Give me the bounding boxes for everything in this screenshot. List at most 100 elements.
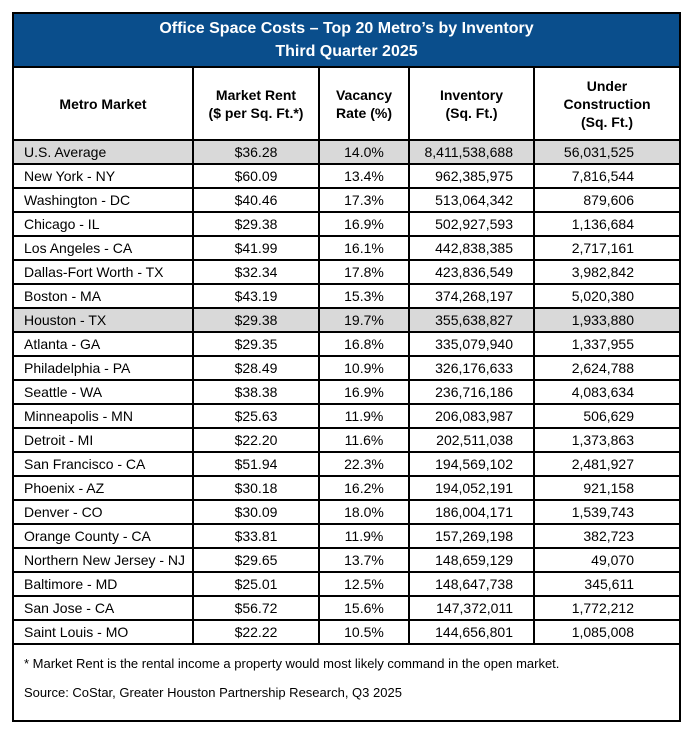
cell-vacancy: 16.2% [318, 475, 410, 501]
column-header-row: Metro Market Market Rent ($ per Sq. Ft.*… [12, 66, 681, 141]
table-subtitle: Third Quarter 2025 [275, 43, 418, 60]
cell-rent: $29.65 [192, 547, 320, 573]
cell-inventory: 157,269,198 [408, 523, 535, 549]
footnote-block: * Market Rent is the rental income a pro… [12, 643, 681, 722]
cell-construction: 1,373,863 [533, 427, 681, 453]
cell-vacancy: 14.0% [318, 139, 410, 165]
cell-construction: 7,816,544 [533, 163, 681, 189]
column-header-vacancy-rate: Vacancy Rate (%) [318, 66, 410, 141]
cell-rent: $25.63 [192, 403, 320, 429]
cell-rent: $40.46 [192, 187, 320, 213]
table-row: Houston - TX $29.38 19.7% 355,638,827 1,933,… [12, 307, 681, 333]
cell-inventory: 355,638,827 [408, 307, 535, 333]
cell-construction: 2,717,161 [533, 235, 681, 261]
table-row: Detroit - MI $22.20 11.6% 202,511,038 1,373,… [12, 427, 681, 453]
cell-vacancy: 18.0% [318, 499, 410, 525]
table-row: San Francisco - CA $51.94 22.3% 194,569,102… [12, 451, 681, 477]
cell-vacancy: 10.9% [318, 355, 410, 381]
cell-construction: 56,031,525 [533, 139, 681, 165]
cell-construction: 382,723 [533, 523, 681, 549]
cell-construction: 1,136,684 [533, 211, 681, 237]
cell-rent: $28.49 [192, 355, 320, 381]
cell-inventory: 144,656,801 [408, 619, 535, 645]
cell-rent: $41.99 [192, 235, 320, 261]
table-row: Phoenix - AZ $30.18 16.2% 194,052,191 921,15… [12, 475, 681, 501]
cell-market: Saint Louis - MO [12, 619, 194, 645]
cell-rent: $43.19 [192, 283, 320, 309]
table-row: Boston - MA $43.19 15.3% 374,268,197 5,020,3… [12, 283, 681, 309]
cell-construction: 5,020,380 [533, 283, 681, 309]
table-row: Baltimore - MD $25.01 12.5% 148,647,738 345,… [12, 571, 681, 597]
cell-market: Washington - DC [12, 187, 194, 213]
cell-inventory: 186,004,171 [408, 499, 535, 525]
cell-vacancy: 16.9% [318, 379, 410, 405]
cell-inventory: 335,079,940 [408, 331, 535, 357]
cell-vacancy: 12.5% [318, 571, 410, 597]
column-header-market-rent: Market Rent ($ per Sq. Ft.*) [192, 66, 320, 141]
cell-market: Baltimore - MD [12, 571, 194, 597]
cell-inventory: 374,268,197 [408, 283, 535, 309]
table-row: Saint Louis - MO $22.22 10.5% 144,656,801 1,… [12, 619, 681, 645]
cell-market: Chicago - IL [12, 211, 194, 237]
cell-market: Houston - TX [12, 307, 194, 333]
cell-inventory: 326,176,633 [408, 355, 535, 381]
table-row: Atlanta - GA $29.35 16.8% 335,079,940 1,337,… [12, 331, 681, 357]
cell-rent: $60.09 [192, 163, 320, 189]
cell-construction: 1,539,743 [533, 499, 681, 525]
cell-market: Philadelphia - PA [12, 355, 194, 381]
cell-construction: 2,481,927 [533, 451, 681, 477]
cell-rent: $29.38 [192, 307, 320, 333]
cell-construction: 3,982,842 [533, 259, 681, 285]
cell-market: Minneapolis - MN [12, 403, 194, 429]
cell-inventory: 502,927,593 [408, 211, 535, 237]
cell-vacancy: 16.1% [318, 235, 410, 261]
table-row: Dallas-Fort Worth - TX $32.34 17.8% 423,836… [12, 259, 681, 285]
cell-rent: $33.81 [192, 523, 320, 549]
cell-vacancy: 15.6% [318, 595, 410, 621]
cell-rent: $22.20 [192, 427, 320, 453]
report-sheet: Office Space Costs – Top 20 Metro’s by I… [12, 12, 681, 722]
cell-rent: $56.72 [192, 595, 320, 621]
cell-inventory: 206,083,987 [408, 403, 535, 429]
cell-vacancy: 16.9% [318, 211, 410, 237]
cell-rent: $51.94 [192, 451, 320, 477]
cell-vacancy: 10.5% [318, 619, 410, 645]
cell-vacancy: 11.9% [318, 523, 410, 549]
cell-market: Detroit - MI [12, 427, 194, 453]
cell-vacancy: 22.3% [318, 451, 410, 477]
cell-vacancy: 17.8% [318, 259, 410, 285]
table-row: Orange County - CA $33.81 11.9% 157,269,198… [12, 523, 681, 549]
column-header-inventory: Inventory (Sq. Ft.) [408, 66, 535, 141]
cell-rent: $30.18 [192, 475, 320, 501]
cell-market: Seattle - WA [12, 379, 194, 405]
cell-market: U.S. Average [12, 139, 194, 165]
market-rent-footnote: * Market Rent is the rental income a pro… [24, 656, 560, 671]
table-row: Washington - DC $40.46 17.3% 513,064,342 879… [12, 187, 681, 213]
cell-rent: $25.01 [192, 571, 320, 597]
cell-construction: 49,070 [533, 547, 681, 573]
source-note: Source: CoStar, Greater Houston Partners… [24, 685, 402, 700]
cell-construction: 1,085,008 [533, 619, 681, 645]
cell-rent: $38.38 [192, 379, 320, 405]
table-row: San Jose - CA $56.72 15.6% 147,372,011 1,772… [12, 595, 681, 621]
cell-market: San Francisco - CA [12, 451, 194, 477]
cell-vacancy: 19.7% [318, 307, 410, 333]
table-row: Philadelphia - PA $28.49 10.9% 326,176,633 2… [12, 355, 681, 381]
cell-vacancy: 13.7% [318, 547, 410, 573]
column-header-under-construction: Under Construction (Sq. Ft.) [533, 66, 681, 141]
cell-market: San Jose - CA [12, 595, 194, 621]
table-row: Chicago - IL $29.38 16.9% 502,927,593 1,136,… [12, 211, 681, 237]
column-header-metro-market: Metro Market [12, 66, 194, 141]
cell-vacancy: 17.3% [318, 187, 410, 213]
cell-market: Los Angeles - CA [12, 235, 194, 261]
cell-market: Atlanta - GA [12, 331, 194, 357]
cell-rent: $29.35 [192, 331, 320, 357]
table-row: Northern New Jersey - NJ $29.65 13.7% 148,6… [12, 547, 681, 573]
cell-construction: 1,772,212 [533, 595, 681, 621]
cell-construction: 2,624,788 [533, 355, 681, 381]
cell-rent: $22.22 [192, 619, 320, 645]
cell-market: New York - NY [12, 163, 194, 189]
table-row: Seattle - WA $38.38 16.9% 236,716,186 4,083,… [12, 379, 681, 405]
cell-construction: 1,933,880 [533, 307, 681, 333]
cell-vacancy: 11.9% [318, 403, 410, 429]
